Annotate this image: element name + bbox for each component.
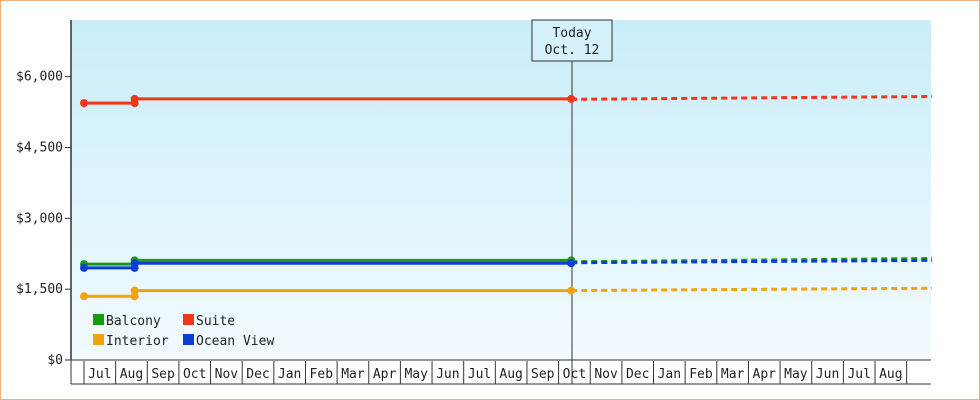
month-label: Feb [310, 367, 334, 382]
suite-data-point [130, 94, 139, 103]
today-date-label: Oct. 12 [545, 43, 600, 58]
month-label: Jan [278, 367, 301, 382]
y-tick-label: $3,000 [16, 211, 63, 226]
month-label: Jan [658, 367, 681, 382]
month-label: Aug [120, 367, 143, 382]
month-label: May [404, 367, 428, 382]
legend-swatch-balcony [93, 314, 104, 325]
ocean-view-data-point [567, 259, 576, 268]
month-label: May [784, 367, 808, 382]
month-label: Jul [847, 367, 870, 382]
month-label: Dec [626, 367, 649, 382]
plot-background [71, 20, 931, 360]
month-label: Jul [88, 367, 111, 382]
month-label: Sep [151, 367, 175, 382]
interior-forecast-line [571, 286, 932, 293]
month-label: Jun [816, 367, 839, 382]
legend-label-interior: Interior [106, 334, 169, 349]
ocean-view-data-point [130, 259, 139, 268]
legend-label-balcony: Balcony [106, 314, 161, 329]
month-label: Dec [246, 367, 269, 382]
today-box [531, 19, 613, 62]
month-label: Nov [215, 367, 239, 382]
y-tick-label: $4,500 [16, 141, 63, 156]
month-label: Aug [879, 367, 902, 382]
legend-swatch-ocean-view [183, 334, 194, 345]
ocean-view-forecast-line [571, 258, 932, 265]
today-label: Today [552, 26, 591, 41]
month-label: Oct [563, 367, 586, 382]
legend-label-ocean-view: Ocean View [196, 334, 274, 349]
interior-data-point [130, 292, 139, 301]
legend-swatch-suite [183, 314, 194, 325]
y-tick-label: $6,000 [16, 70, 63, 85]
month-label: Jul [468, 367, 491, 382]
suite-forecast-line [571, 95, 932, 101]
month-label: Nov [594, 367, 618, 382]
month-label: Apr [753, 367, 777, 382]
suite-data-point [80, 99, 88, 108]
interior-data-point [80, 292, 88, 301]
month-label: Oct [183, 367, 206, 382]
y-tick-label: $0 [47, 353, 63, 368]
month-label: Feb [689, 367, 713, 382]
month-label: Aug [499, 367, 522, 382]
legend-swatch-interior [93, 334, 104, 345]
month-label: Sep [531, 367, 555, 382]
interior-data-point [130, 286, 139, 295]
month-label: Jun [436, 367, 459, 382]
y-tick-label: $1,500 [16, 282, 63, 297]
ocean-view-data-point [80, 263, 88, 272]
month-label: Mar [721, 367, 745, 382]
legend-label-suite: Suite [196, 314, 235, 329]
month-label: Apr [373, 367, 397, 382]
month-label: Mar [341, 367, 365, 382]
